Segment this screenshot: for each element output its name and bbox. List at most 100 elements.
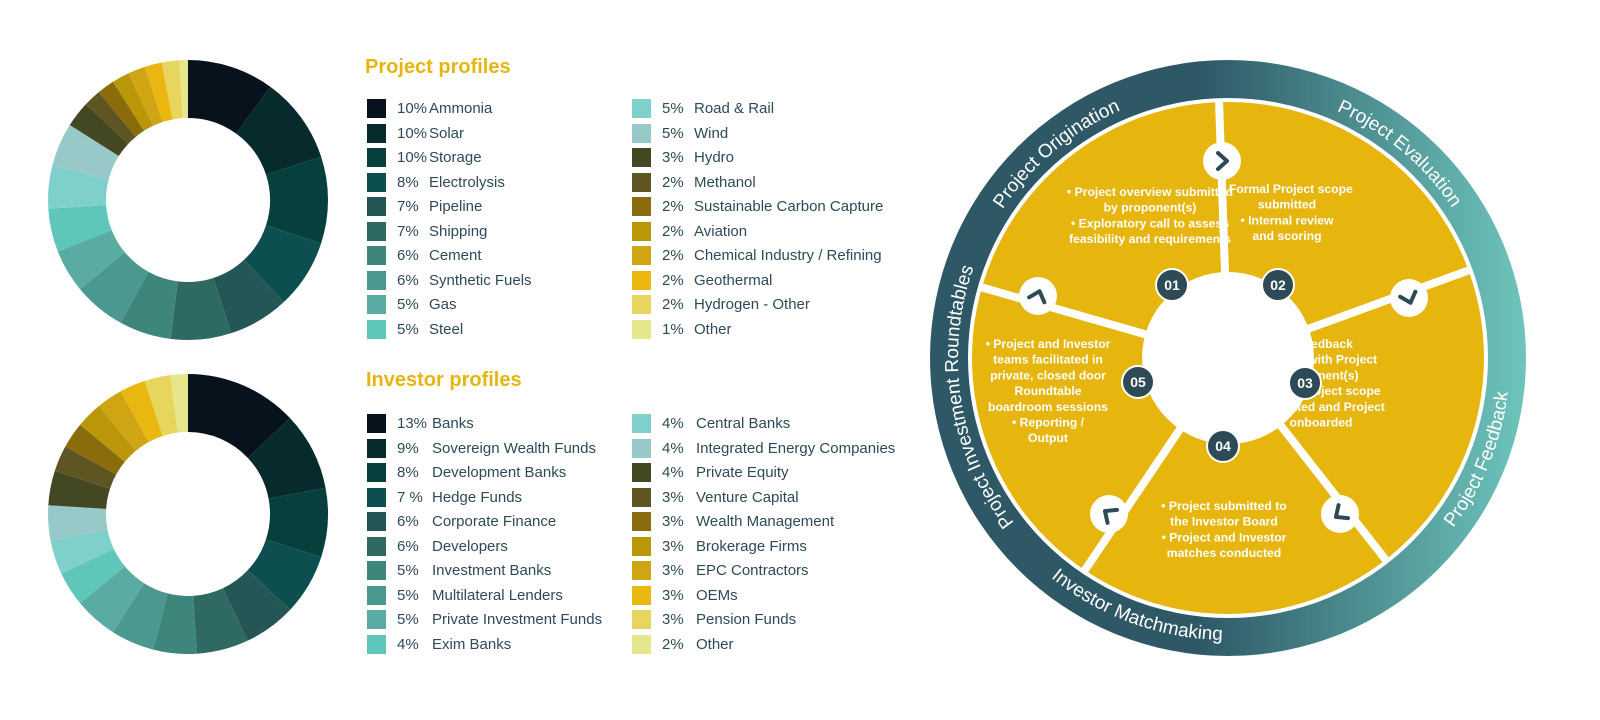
legend-percent: 5% [397, 586, 419, 604]
stage-number: 03 [1297, 375, 1313, 391]
legend-swatch [632, 319, 651, 339]
legend-percent: 4% [662, 464, 684, 481]
chevron-arrow-icon [1390, 279, 1428, 317]
legend-percent: 5% [662, 124, 684, 142]
chevron-arrow-icon [1203, 142, 1241, 180]
legend-swatch [367, 438, 386, 458]
legend-label: Venture Capital [696, 488, 799, 506]
investor-profiles-title: Investor profiles [366, 369, 522, 391]
stage-description: • Formal Project scope submitted • Interna… [1221, 182, 1353, 243]
investor-slice-private-investment-funds [80, 566, 145, 633]
legend-label: Banks [432, 415, 474, 432]
stage-02: • Formal Project scope submitted • Interna… [1221, 182, 1353, 302]
legend-swatch [367, 221, 386, 241]
legend-swatch [632, 438, 651, 458]
investor-slice-banks [188, 374, 291, 458]
legend-swatch [632, 414, 651, 433]
legend-label: Ammonia [429, 100, 493, 117]
legend-swatch [632, 610, 651, 629]
stage-number-badge [1155, 268, 1189, 302]
stage-01: • Project overview submitted by proponent… [1067, 185, 1233, 302]
legend-label: EPC Contractors [696, 562, 809, 579]
stage-number-badge [1206, 429, 1240, 463]
project-slice-aviation [112, 73, 154, 131]
project-slice-synthetic-fuels [80, 252, 149, 323]
legend-percent: 5% [397, 611, 419, 628]
legend-swatch [632, 246, 651, 265]
investor-slice-epc-contractors [98, 391, 149, 451]
investor-slice-wealth-management [65, 424, 125, 475]
project-slice-other [179, 60, 188, 119]
legend-swatch [632, 463, 651, 482]
investor-slice-developers [193, 588, 248, 654]
legend-swatch [632, 270, 651, 290]
legend-percent: 3% [662, 537, 684, 555]
legend-percent: 2% [662, 296, 684, 313]
project-slice-storage [265, 156, 329, 244]
stage-number: 04 [1215, 438, 1231, 454]
legend-swatch [367, 463, 386, 482]
legend-label: Private Investment Funds [432, 611, 603, 628]
project-slice-chemical-industry-refining [128, 66, 163, 126]
legend-label: Wind [694, 124, 729, 142]
project-profiles-donut-chart [48, 60, 329, 341]
legend-swatch [632, 172, 651, 192]
legend-label: Pension Funds [696, 611, 797, 628]
legend-label: Brokerage Firms [696, 537, 807, 555]
project-slice-methanol [85, 92, 136, 144]
legend-percent: 3% [662, 562, 684, 579]
legend-swatch [367, 246, 386, 265]
legend-swatch [632, 585, 651, 605]
legend-percent: 3% [662, 488, 684, 506]
legend-label: Road & Rail [694, 100, 775, 117]
legend-percent: 2% [662, 635, 684, 653]
investor-slice-sovereign-wealth-funds [247, 418, 326, 499]
legend-label: Chemical Industry / Refining [694, 247, 882, 264]
investor-slice-investment-banks [153, 593, 197, 654]
legend-percent: 6% [397, 513, 419, 530]
legend-percent: 2% [662, 271, 684, 289]
project-slice-gas [57, 230, 125, 290]
legend-label: Storage [429, 149, 482, 166]
investor-slice-hedge-funds [247, 539, 322, 610]
legend-label: Integrated Energy Companies [696, 439, 896, 457]
project-slice-cement [120, 271, 178, 339]
project-slice-ammonia [188, 60, 271, 134]
legend-percent: 8% [397, 464, 419, 481]
project-slice-solar [236, 86, 322, 175]
legend-label: Developers [432, 537, 508, 555]
stage-number: 05 [1130, 374, 1146, 390]
legend-percent: 4% [662, 415, 684, 432]
legend-swatch [632, 536, 651, 556]
legend-percent: 3% [662, 149, 684, 166]
investor-slice-other [170, 374, 188, 433]
legend-percent: 5% [397, 296, 419, 313]
legend-swatch [367, 148, 386, 167]
legend-percent: 7% [397, 222, 419, 240]
investor-slice-multilateral-lenders [112, 583, 168, 650]
legend-label: Other [694, 320, 732, 338]
legend-label: Private Equity [696, 464, 789, 481]
legend-label: Sovereign Wealth Funds [432, 439, 596, 457]
legend-label: Hedge Funds [432, 488, 523, 506]
legend-percent: 9% [397, 439, 419, 457]
legend-label: Exim Banks [432, 635, 512, 653]
legend-swatch [367, 172, 386, 192]
stage-number-badge [1121, 365, 1155, 399]
investor-slice-pension-funds [144, 375, 178, 437]
legend-percent: 3% [662, 513, 684, 530]
chevron-arrow-icon [1090, 495, 1128, 533]
project-slice-steel [48, 205, 112, 252]
project-slice-geothermal [144, 62, 173, 123]
project-slice-sustainable-carbon-capture [98, 81, 145, 137]
investor-slice-corporate-finance [222, 570, 291, 641]
legend-label: Development Banks [432, 464, 567, 481]
investor-slice-brokerage-firms [80, 406, 136, 462]
project-slice-road-rail [48, 165, 109, 209]
legend-swatch [632, 512, 651, 531]
legend-percent: 6% [397, 247, 419, 264]
legend-percent: 5% [662, 100, 684, 117]
legend-percent: 13% [397, 415, 428, 432]
process-cycle-diagram: Project Origination Project EvaluationPro… [930, 60, 1526, 656]
legend-swatch [632, 221, 651, 241]
